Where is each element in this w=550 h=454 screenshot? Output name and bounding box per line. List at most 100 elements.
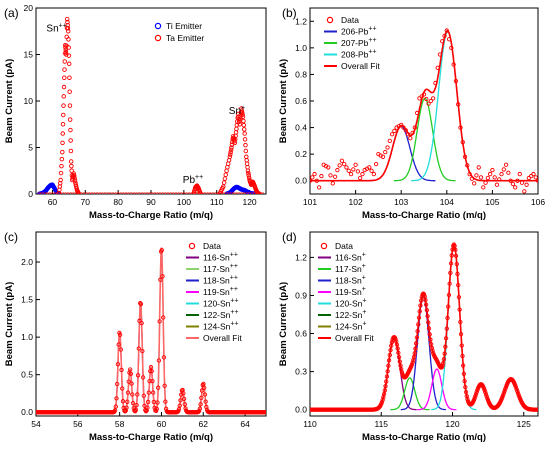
data-point — [459, 343, 464, 348]
legend-label: 124-Sn++ — [203, 321, 239, 332]
legend-label-base: 116-Sn — [203, 253, 230, 263]
data-point — [524, 182, 529, 187]
data-point — [59, 156, 65, 162]
peak-annotation-base: Sn — [46, 23, 58, 34]
data-point — [119, 367, 124, 373]
data-point — [513, 185, 518, 190]
panel-label: (b) — [282, 6, 297, 20]
legend-label-base: 122-Sn — [203, 310, 231, 320]
data-point — [399, 370, 405, 375]
data-point — [67, 103, 73, 108]
legend-label-sup: ++ — [230, 252, 238, 259]
legend-label: 120-Sn++ — [203, 298, 239, 309]
data-point — [140, 375, 146, 380]
data-point — [453, 253, 459, 259]
data-point — [69, 163, 74, 169]
data-point — [66, 53, 72, 58]
legend-label-base: 206-Pb — [341, 27, 369, 37]
peak-annotation: Pb++ — [183, 174, 203, 186]
data-point — [428, 341, 434, 347]
data-point — [233, 130, 239, 135]
data-point — [60, 140, 65, 146]
data-point — [456, 102, 461, 107]
data-point — [158, 277, 163, 282]
data-point — [155, 400, 160, 405]
data-point — [68, 148, 74, 154]
data-point — [442, 33, 447, 39]
data-point — [533, 175, 538, 180]
data-point — [380, 397, 385, 403]
data-point — [430, 96, 436, 101]
legend-label: 207-Pb++ — [341, 37, 377, 48]
data-point — [408, 136, 413, 141]
legend-marker-data — [320, 242, 328, 250]
data-point — [344, 165, 349, 170]
data-point — [396, 350, 401, 355]
data-point — [358, 175, 363, 181]
data-point — [161, 315, 166, 320]
legend-label: 208-Pb++ — [341, 49, 377, 60]
data-point — [485, 175, 490, 181]
data-point — [225, 161, 231, 167]
data-point — [435, 65, 440, 70]
legend-label: 122-Sn+ — [335, 309, 367, 320]
data-point — [133, 407, 139, 412]
data-point — [373, 161, 379, 167]
y-tick-label: 0.3 — [295, 367, 307, 377]
data-point — [202, 385, 207, 390]
data-point — [397, 359, 402, 364]
x-tick-label: 58 — [115, 419, 125, 429]
data-point — [244, 161, 250, 167]
data-point — [389, 132, 395, 137]
data-point — [425, 314, 430, 319]
data-point — [130, 400, 136, 406]
data-point — [342, 161, 347, 167]
panel-a: 60 70 80 90 100 110 120 0 5 10 15 20 Mass-to-Charge … — [4, 3, 267, 221]
data-point — [360, 171, 365, 177]
legend-label-sup: ++ — [368, 26, 376, 33]
x-tick-label: 80 — [113, 197, 123, 207]
y-tick-label: 15 — [24, 50, 34, 60]
x-tick-label: 103 — [394, 197, 408, 207]
data-point — [310, 178, 313, 183]
data-point — [451, 62, 456, 67]
data-point — [444, 326, 449, 331]
data-point — [394, 342, 400, 347]
data-point — [157, 319, 162, 324]
data-point — [535, 178, 538, 183]
data-point — [65, 22, 70, 28]
plot-frame — [35, 231, 267, 417]
data-point — [460, 353, 465, 359]
data-point — [225, 165, 230, 170]
data-point — [412, 125, 418, 130]
legend-label-base: 119-Sn — [203, 287, 230, 297]
data-point — [483, 180, 488, 185]
x-axis-title: Mass-to-Charge Ratio (m/q) — [362, 432, 486, 443]
legend-label-base: 208-Pb — [341, 50, 369, 60]
component-curve — [400, 294, 446, 411]
data-point — [76, 191, 81, 194]
data-point — [421, 292, 427, 297]
legend-label: 119-Sn++ — [203, 286, 238, 297]
data-point — [221, 180, 227, 185]
data-point — [154, 406, 159, 412]
x-tick-label: 104 — [440, 197, 454, 207]
data-point — [330, 181, 335, 186]
data-point — [441, 361, 446, 366]
data-point — [472, 181, 477, 186]
data-point — [484, 394, 489, 399]
x-tick-label: 90 — [146, 197, 156, 207]
legend-label-base: 124-Sn — [203, 322, 231, 332]
data-point — [412, 351, 417, 356]
data-point — [199, 388, 205, 393]
data-point — [234, 126, 239, 132]
data-point — [501, 391, 506, 396]
legend-label-base: 119-Sn — [335, 287, 362, 297]
data-point — [369, 168, 374, 173]
data-point — [61, 103, 66, 108]
data-point — [428, 98, 433, 104]
data-point — [125, 399, 130, 404]
data-point — [385, 145, 390, 150]
data-point — [129, 381, 134, 386]
data-point — [448, 270, 453, 276]
